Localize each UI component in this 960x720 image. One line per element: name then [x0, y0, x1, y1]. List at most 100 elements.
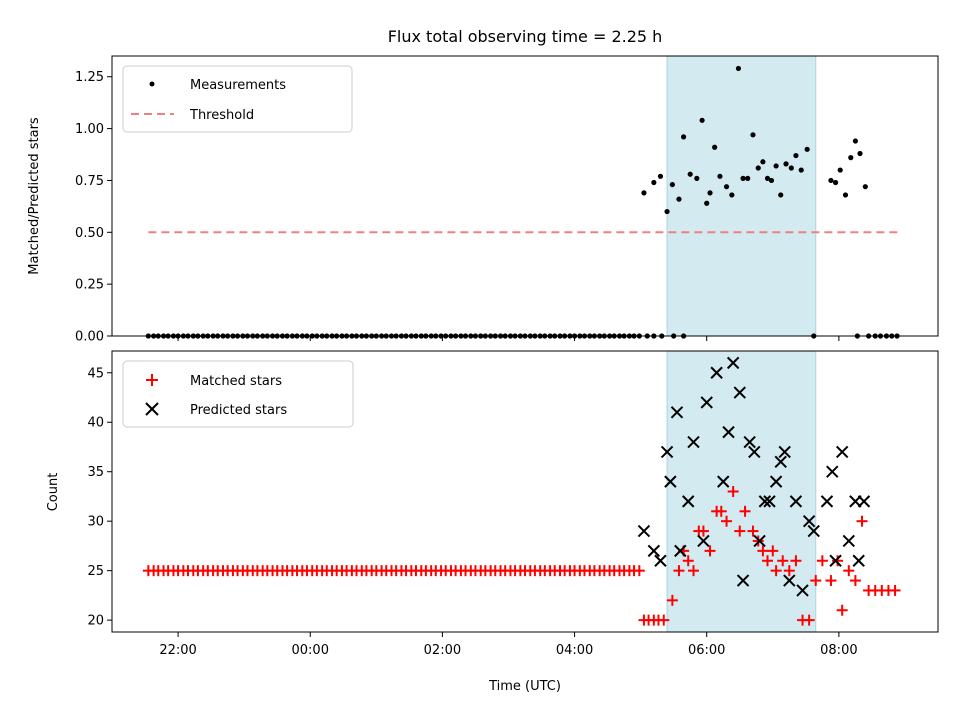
- matched-star-point: [856, 515, 868, 527]
- measurement-point: [837, 167, 843, 173]
- predicted-star-point: [852, 554, 865, 567]
- legend-matched-marker: [146, 374, 158, 386]
- matched-star-point: [666, 594, 678, 606]
- count-y-ticks: 20 25 30 35 40 45: [87, 366, 112, 629]
- measurement-point: [857, 150, 863, 157]
- measurement-point: [664, 208, 670, 215]
- ratio-y-axis-label: Matched/Predicted stars: [27, 117, 42, 275]
- measurement-point: [798, 167, 804, 173]
- matched-star-point: [770, 565, 782, 577]
- x-tick-label: 06:00: [688, 643, 725, 658]
- matched-star-point: [727, 486, 739, 497]
- measurement-point: [729, 192, 735, 198]
- matched-star-point: [757, 545, 769, 557]
- measurement-point: [699, 117, 705, 123]
- chart-title: Flux total observing time = 2.25 h: [388, 27, 663, 46]
- x-tick-label: 02:00: [424, 643, 461, 658]
- count-legend: Matched stars Predicted stars: [122, 360, 354, 428]
- ratio-panel: 0.00 0.25 0.50 0.75 1.00 1.25 Matched/Predict…: [27, 55, 939, 345]
- measurement-point: [723, 184, 730, 190]
- matched-star-point: [832, 555, 844, 567]
- matched-star-point: [803, 614, 815, 626]
- predicted-star-point: [778, 445, 791, 459]
- x-tick-label: 22:00: [159, 643, 196, 658]
- measurement-point: [707, 190, 713, 196]
- predicted-star-point: [726, 356, 740, 370]
- y-tick-label: 40: [87, 416, 104, 431]
- matched-star-point: [734, 525, 746, 537]
- y-tick-label: 1.25: [75, 70, 104, 85]
- ratio-x-ticks: [177, 336, 840, 341]
- predicted-star-point: [802, 514, 816, 528]
- matched-star-point: [747, 525, 759, 537]
- measurement-point: [680, 134, 687, 140]
- measurement-point: [793, 152, 799, 159]
- matched-star-point: [777, 555, 789, 567]
- measurement-point: [852, 138, 859, 144]
- y-tick-label: 35: [87, 465, 104, 480]
- matched-star-point: [889, 584, 901, 596]
- measurement-point: [832, 179, 839, 186]
- measurement-point: [755, 165, 761, 171]
- measurement-point: [657, 173, 664, 179]
- matched-star-point: [721, 515, 733, 527]
- observing-window-span: [666, 350, 817, 633]
- predicted-star-point: [733, 386, 746, 399]
- matched-star-point: [673, 565, 685, 577]
- y-tick-label: 20: [87, 614, 104, 629]
- matched-star-point: [658, 614, 670, 626]
- y-tick-label: 1.00: [75, 122, 104, 137]
- measurement-point: [735, 65, 742, 72]
- matched-star-point: [816, 555, 828, 567]
- observing-window-span: [666, 55, 817, 337]
- measurement-point: [773, 163, 779, 169]
- count-panel: 20 25 30 35 40 45 22:00 00:00 02:00 04:00 06:00 08…: [46, 350, 939, 694]
- measurement-point: [745, 175, 751, 181]
- measurement-point: [760, 159, 766, 165]
- matched-star-point: [704, 545, 716, 557]
- predicted-star-point: [687, 435, 700, 449]
- x-tick-label: 08:00: [820, 643, 857, 658]
- matched-star-point: [825, 575, 837, 587]
- measurement-point: [740, 175, 746, 181]
- measurement-point: [687, 171, 693, 177]
- matched-star-point: [633, 565, 645, 577]
- ratio-y-ticks: 0.00 0.25 0.50 0.75 1.00 1.25: [75, 70, 112, 345]
- predicted-star-point: [748, 445, 761, 459]
- measurement-point: [783, 161, 789, 167]
- x-tick-label: 04:00: [556, 643, 593, 658]
- predicted-stars-points: [637, 356, 871, 597]
- matched-star-point: [783, 565, 795, 577]
- matched-star-point: [790, 555, 802, 567]
- measurement-point: [669, 181, 675, 188]
- measurement-point: [828, 177, 834, 184]
- matched-star-point: [843, 565, 855, 577]
- measurement-point: [804, 146, 810, 152]
- predicted-star-point: [637, 524, 651, 538]
- count-x-ticks: 22:00 00:00 02:00 04:00 06:00 08:00: [159, 632, 858, 658]
- predicted-star-point: [647, 544, 661, 558]
- count-panel-frame: [111, 350, 939, 633]
- predicted-star-point: [710, 366, 723, 379]
- y-tick-label: 0.75: [75, 174, 104, 189]
- predicted-star-point: [664, 475, 677, 488]
- matched-star-point: [836, 604, 848, 616]
- legend-predicted-marker: [145, 402, 159, 416]
- predicted-star-point: [682, 495, 695, 508]
- predicted-star-point: [783, 574, 796, 587]
- measurement-point: [750, 132, 756, 138]
- matched-star-point: [767, 545, 779, 557]
- count-y-axis-label: Count: [46, 473, 61, 512]
- predicted-star-point: [826, 465, 839, 478]
- y-tick-label: 0.25: [75, 278, 104, 293]
- predicted-star-point: [842, 534, 855, 548]
- predicted-star-point: [722, 425, 735, 439]
- matched-star-point: [682, 555, 694, 567]
- measurement-point: [842, 192, 849, 198]
- ratio-panel-frame: [111, 55, 939, 337]
- matched-star-point: [715, 505, 727, 517]
- predicted-star-point: [736, 574, 750, 587]
- measurement-point: [862, 184, 868, 190]
- legend-predicted-label: Predicted stars: [190, 403, 287, 418]
